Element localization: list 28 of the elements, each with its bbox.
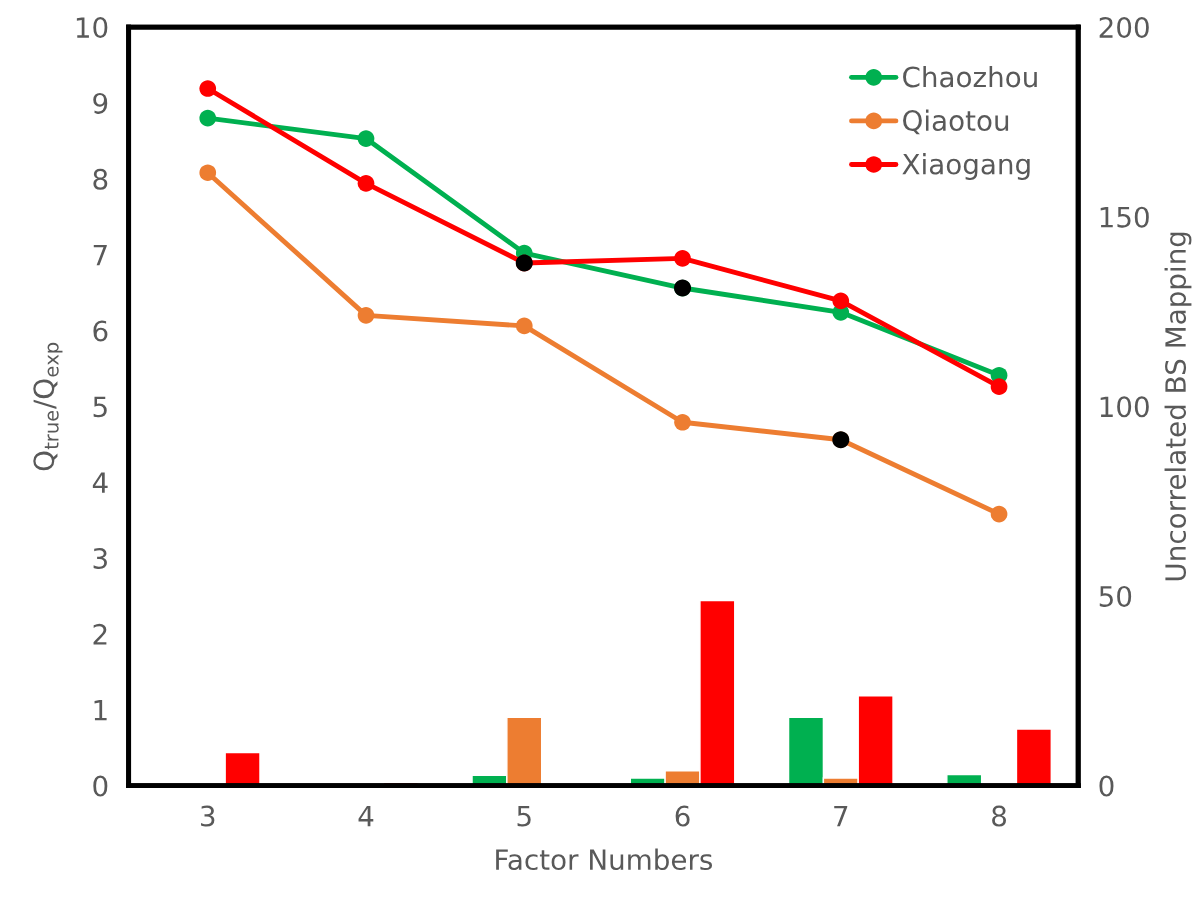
y-tick-label: 8 [93,168,108,190]
y2-tick-label: 100 [1100,396,1149,418]
x-tick-label: 7 [834,805,848,827]
y-tick-label: 2 [93,623,107,645]
x-tick-label: 6 [675,805,690,827]
x-tick-label: 4 [358,805,374,827]
x-tick-label: 3 [201,805,215,827]
x-tick-label: 8 [992,805,1006,827]
legend-label: Chaozhou [903,65,1037,88]
legend-label: Qiaotou [903,109,1009,135]
y2-tick-label: 50 [1099,585,1132,607]
y2-tick-label: 0 [1099,775,1114,797]
y-tick-label: 7 [93,244,107,266]
y-tick-label: 3 [93,547,107,569]
y2-axis-title: Uncorrelated BS Mapping [1164,232,1192,581]
y-tick-label: 1 [94,700,107,721]
y-tick-label: 5 [93,396,107,418]
y2-tick-label: 150 [1100,206,1149,228]
y-tick-label: 9 [93,92,108,114]
y-tick-label: 6 [93,320,108,342]
y-axis-title: Q$_{true}$/Q$_{exp}$ [33,342,63,471]
y-tick-label: 0 [93,775,108,797]
x-tick-label: 5 [517,805,531,827]
y-tick-label: 10 [76,17,108,39]
x-axis-title: Factor Numbers [496,848,713,871]
y-tick-label: 4 [92,472,108,493]
y2-tick-label: 200 [1099,17,1149,39]
legend-label: Xiaogang [902,153,1030,180]
